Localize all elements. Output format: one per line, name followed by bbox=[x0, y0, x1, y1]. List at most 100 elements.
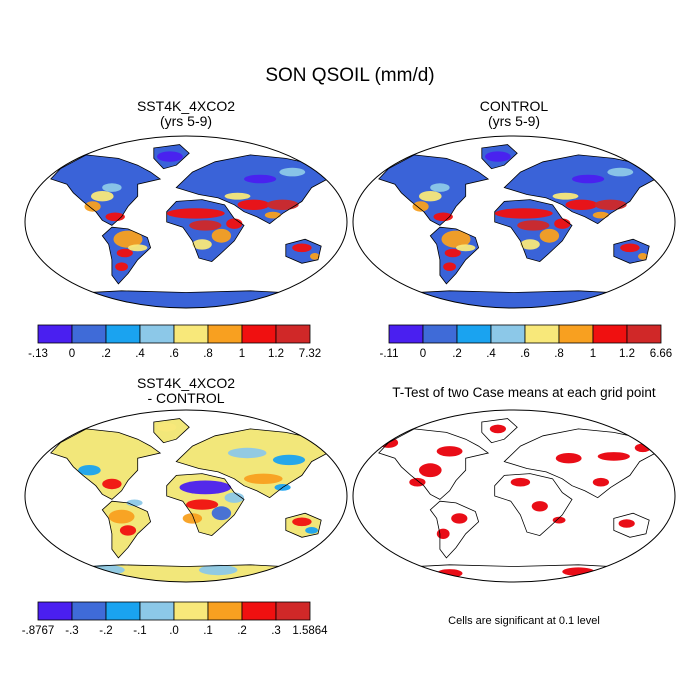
value-patch bbox=[618, 519, 635, 528]
coastline-south-america bbox=[101, 226, 152, 285]
value-patch bbox=[224, 492, 244, 503]
land-layer bbox=[369, 418, 659, 582]
value-patch bbox=[572, 174, 605, 184]
value-patch bbox=[594, 199, 627, 210]
colorbar: -.11 0 .2 .4 .6 .8 1 1.2 6.66 bbox=[380, 324, 672, 360]
value-patch bbox=[555, 453, 582, 464]
colorbar-swatch bbox=[388, 324, 424, 344]
map-frame bbox=[24, 409, 348, 583]
colorbar-label: .4 bbox=[135, 348, 145, 360]
coastline-greenland bbox=[153, 418, 190, 444]
colorbar-swatch bbox=[173, 601, 209, 621]
colorbar-swatch bbox=[490, 324, 526, 344]
coastlines bbox=[40, 418, 332, 582]
value-patch bbox=[189, 220, 222, 231]
value-patches bbox=[84, 151, 320, 272]
colorbar-swatch bbox=[275, 601, 311, 621]
continent-eurasia bbox=[504, 428, 656, 498]
panel-control: CONTROL (yrs 5-9) -.11 0 .2 .4 .6 .8 1 1.2 6.66 bbox=[352, 98, 676, 360]
value-patch bbox=[264, 211, 281, 219]
value-patch bbox=[412, 201, 429, 212]
colorbar-swatch bbox=[275, 324, 311, 344]
value-patch bbox=[433, 212, 453, 222]
value-patch bbox=[517, 220, 550, 231]
value-patch bbox=[198, 564, 238, 576]
colorbar-swatch bbox=[241, 601, 277, 621]
continent-antarctica bbox=[369, 290, 659, 308]
colorbar-label: 1.5864 bbox=[292, 625, 328, 637]
value-patch bbox=[157, 422, 177, 432]
value-patch bbox=[419, 463, 442, 478]
colorbar-swatch bbox=[37, 601, 73, 621]
coastline-north-america bbox=[378, 428, 490, 500]
world-map bbox=[368, 144, 660, 308]
value-patch bbox=[436, 528, 450, 539]
colorbar-label: .2 bbox=[452, 348, 462, 360]
value-patch bbox=[115, 262, 128, 272]
colorbar-swatch bbox=[105, 601, 141, 621]
value-patch bbox=[456, 244, 476, 252]
value-patch bbox=[310, 253, 320, 260]
colorbar-swatch bbox=[71, 324, 107, 344]
value-patch bbox=[105, 212, 125, 222]
value-patch bbox=[102, 183, 122, 192]
coastline-north-america bbox=[50, 428, 162, 500]
colorbar-swatch bbox=[71, 601, 107, 621]
value-patch bbox=[243, 473, 283, 484]
colorbar-swatch bbox=[173, 324, 209, 344]
coastline-south-america bbox=[101, 500, 152, 559]
colorbar-swatch bbox=[37, 324, 73, 344]
colorbar-label: .8 bbox=[554, 348, 564, 360]
map-frame bbox=[24, 135, 348, 309]
continent-antarctica bbox=[369, 564, 659, 582]
panel-title-line1: SST4K_4XCO2 bbox=[137, 375, 235, 391]
colorbar: -.13 0 .2 .4 .6 .8 1 1.2 7.32 bbox=[28, 324, 321, 360]
value-patch bbox=[620, 243, 640, 253]
continent-antarctica bbox=[41, 290, 331, 308]
colorbar-swatch bbox=[558, 324, 594, 344]
coastline-australia bbox=[613, 512, 650, 538]
value-patch bbox=[166, 208, 225, 219]
value-patch bbox=[607, 167, 634, 177]
panel-title: T-Test of two Case means at each grid po… bbox=[392, 385, 656, 400]
panel-title-line2: (yrs 5-9) bbox=[488, 113, 540, 129]
value-patch bbox=[592, 211, 610, 219]
coastline-africa bbox=[494, 199, 573, 263]
value-patch bbox=[157, 151, 183, 162]
significance-note: Cells are significant at 0.1 level bbox=[448, 615, 600, 627]
colorbar-label: .2 bbox=[237, 625, 247, 637]
colorbar-label: 1 bbox=[590, 348, 596, 360]
panel-title-line2: - CONTROL bbox=[148, 390, 225, 406]
coastline-north-america bbox=[378, 154, 490, 226]
value-patch bbox=[266, 199, 299, 210]
coastline-australia bbox=[285, 512, 322, 538]
colorbar-label: -.2 bbox=[99, 625, 112, 637]
colorbar-swatch bbox=[456, 324, 492, 344]
value-patch bbox=[552, 516, 566, 524]
colorbar-label: .4 bbox=[486, 348, 496, 360]
value-patch bbox=[237, 199, 270, 210]
map-frame bbox=[352, 135, 676, 309]
colorbar-label: .0 bbox=[169, 625, 179, 637]
colorbar-swatch bbox=[105, 324, 141, 344]
value-patch bbox=[531, 501, 548, 512]
panel-difference: SST4K_4XCO2 - CONTROL -.8767 -.3 -.2 -.1 .0.… bbox=[22, 375, 348, 637]
colorbar-swatch bbox=[207, 324, 243, 344]
value-patch bbox=[451, 513, 468, 524]
colorbar-label: .3 bbox=[271, 625, 281, 637]
colorbar-label: -.11 bbox=[380, 348, 399, 360]
colorbar-swatch bbox=[207, 601, 243, 621]
colorbar-label: -.8767 bbox=[22, 625, 55, 637]
continent-eurasia bbox=[176, 428, 328, 498]
value-patch bbox=[182, 513, 203, 524]
world-map bbox=[368, 418, 660, 582]
value-patch bbox=[244, 174, 277, 184]
coastline-africa bbox=[166, 199, 245, 263]
value-patch bbox=[292, 243, 312, 253]
value-patch bbox=[441, 230, 471, 248]
value-patch bbox=[116, 248, 133, 258]
colorbar-label: 1 bbox=[239, 348, 245, 360]
value-patch bbox=[292, 517, 312, 527]
value-patch bbox=[419, 191, 442, 202]
